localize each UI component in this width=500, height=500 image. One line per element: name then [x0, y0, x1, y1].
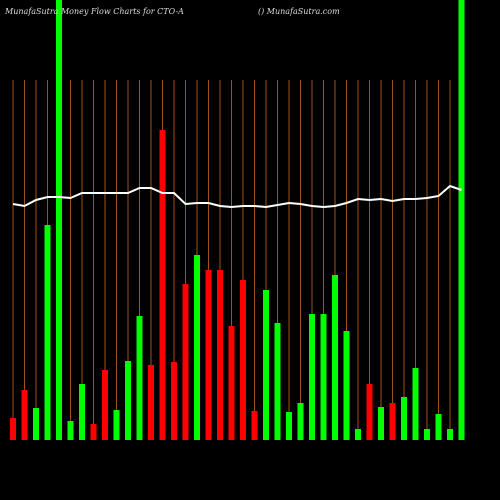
bar [401, 397, 407, 440]
chart-title: MunafaSutra Money Flow Charts for CTO-A [4, 7, 184, 16]
bar [412, 368, 419, 440]
bar [182, 284, 189, 440]
bar [320, 314, 327, 440]
bar [263, 290, 269, 440]
money-flow-line [12, 184, 462, 209]
bar [251, 411, 258, 440]
bar [21, 390, 28, 440]
bar [194, 255, 200, 440]
bar [205, 270, 212, 440]
bar [286, 412, 292, 440]
bar [389, 403, 396, 440]
bar [33, 408, 39, 440]
bar [79, 384, 85, 440]
bar [44, 225, 51, 440]
bar [424, 429, 430, 440]
bar [297, 403, 304, 440]
bar [136, 316, 143, 440]
bar [435, 414, 442, 440]
bar [217, 270, 223, 440]
bar [378, 407, 384, 440]
bar [355, 429, 361, 440]
bar [274, 323, 281, 440]
bar [10, 418, 16, 440]
bar [332, 275, 338, 440]
bar [159, 130, 166, 440]
bar [458, 0, 465, 440]
bar [228, 326, 235, 440]
bar [90, 424, 97, 440]
bar [56, 0, 62, 440]
chart-subtitle: () MunafaSutra.com [258, 7, 340, 16]
bar [102, 370, 108, 440]
bar [125, 361, 131, 440]
bar [366, 384, 373, 440]
bar [343, 331, 350, 440]
bar [447, 429, 453, 440]
bar [309, 314, 315, 440]
bar [240, 280, 246, 440]
bar [171, 362, 177, 440]
bar [148, 365, 154, 440]
bar [113, 410, 120, 440]
bar [67, 421, 74, 440]
